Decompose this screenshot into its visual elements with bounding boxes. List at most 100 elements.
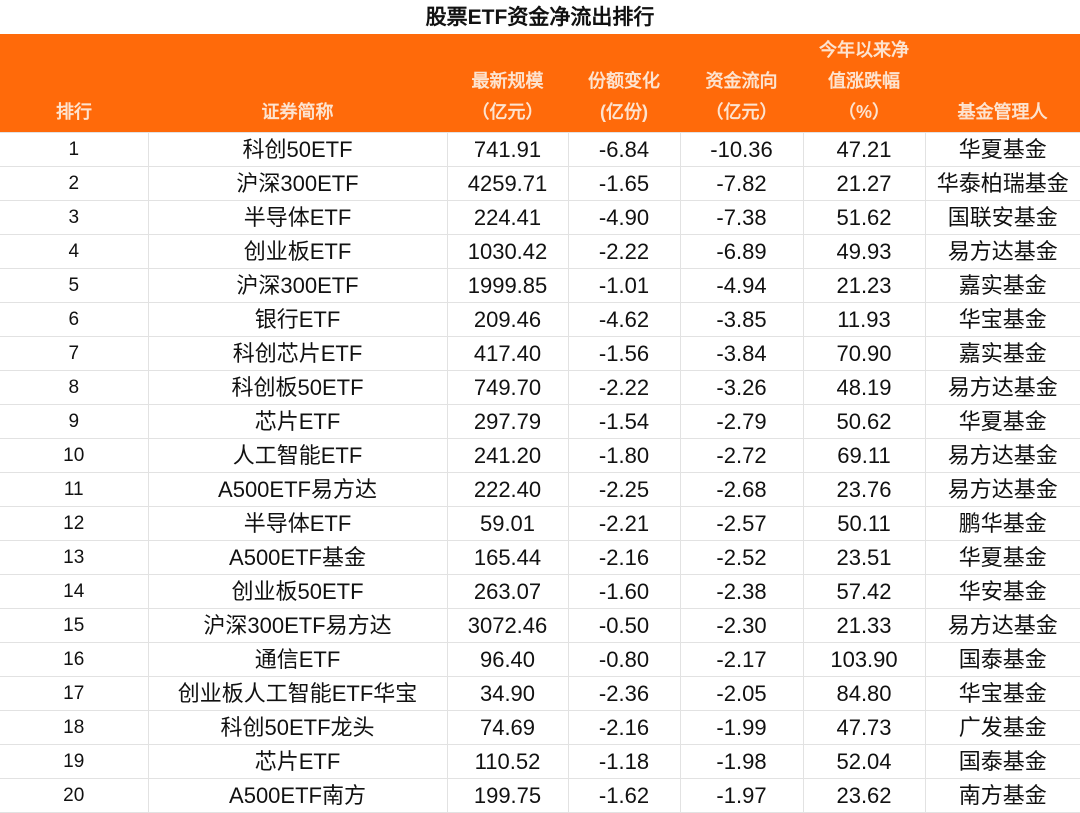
table-row: 14 创业板50ETF 263.07 -1.60 -2.38 57.42 华安基金 (0, 574, 1080, 609)
cell-ytd-return: 84.80 (802, 676, 926, 711)
cell-rank: 7 (0, 336, 149, 371)
column-header-fund-flow: 资金流向 （亿元） (680, 34, 803, 133)
cell-fund-manager: 南方基金 (924, 778, 1080, 813)
table-row: 15 沪深300ETF易方达 3072.46 -0.50 -2.30 21.33 易方达基金 (0, 608, 1080, 643)
cell-security-name: 通信ETF (147, 642, 448, 677)
cell-rank: 5 (0, 268, 149, 303)
cell-rank: 3 (0, 200, 149, 235)
cell-fund-manager: 易方达基金 (924, 234, 1080, 269)
column-header-rank: 排行 (0, 34, 148, 133)
cell-fund-flow: -2.72 (679, 438, 804, 473)
cell-share-change: -1.01 (567, 268, 681, 303)
cell-security-name: A500ETF易方达 (147, 472, 448, 507)
cell-latest-size: 96.40 (446, 642, 569, 677)
cell-share-change: -4.62 (567, 302, 681, 337)
table-row: 1 科创50ETF 741.91 -6.84 -10.36 47.21 华夏基金 (0, 132, 1080, 167)
column-header-line: 基金管理人 (957, 102, 1048, 122)
cell-latest-size: 3072.46 (446, 608, 569, 643)
cell-share-change: -1.18 (567, 744, 681, 779)
cell-ytd-return: 23.62 (802, 778, 926, 813)
cell-fund-flow: -2.57 (679, 506, 804, 541)
cell-rank: 8 (0, 370, 149, 405)
cell-fund-flow: -1.98 (679, 744, 804, 779)
cell-ytd-return: 21.27 (802, 166, 926, 201)
cell-fund-flow: -7.38 (679, 200, 804, 235)
table-title: 股票ETF资金净流出排行 (425, 6, 655, 29)
cell-fund-flow: -2.79 (679, 404, 804, 439)
cell-rank: 12 (0, 506, 149, 541)
cell-fund-manager: 华安基金 (924, 574, 1080, 609)
cell-security-name: 科创50ETF (147, 132, 448, 167)
cell-fund-manager: 国泰基金 (924, 642, 1080, 677)
cell-share-change: -0.80 (567, 642, 681, 677)
column-header-ytd-return: 今年以来净 值涨跌幅 （%） (803, 34, 925, 133)
cell-rank: 13 (0, 540, 149, 575)
cell-rank: 18 (0, 710, 149, 745)
column-header-line: （亿元） (471, 102, 544, 122)
cell-fund-manager: 华宝基金 (924, 676, 1080, 711)
cell-fund-flow: -1.97 (679, 778, 804, 813)
cell-share-change: -1.62 (567, 778, 681, 813)
table-row: 7 科创芯片ETF 417.40 -1.56 -3.84 70.90 嘉实基金 (0, 336, 1080, 371)
cell-fund-manager: 嘉实基金 (924, 336, 1080, 371)
cell-latest-size: 199.75 (446, 778, 569, 813)
cell-rank: 2 (0, 166, 149, 201)
cell-rank: 15 (0, 608, 149, 643)
table-row: 11 A500ETF易方达 222.40 -2.25 -2.68 23.76 易方达基金 (0, 472, 1080, 507)
cell-rank: 19 (0, 744, 149, 779)
cell-latest-size: 110.52 (446, 744, 569, 779)
header-row: 排行 证券简称 最新规模 （亿元） 份额变化 (亿份) 资金流向 （亿元） 今年以来净 值涨跌幅 （… (0, 34, 1080, 133)
cell-ytd-return: 23.76 (802, 472, 926, 507)
cell-rank: 4 (0, 234, 149, 269)
cell-fund-flow: -2.30 (679, 608, 804, 643)
cell-fund-manager: 华泰柏瑞基金 (924, 166, 1080, 201)
cell-share-change: -2.16 (567, 540, 681, 575)
cell-fund-flow: -2.05 (679, 676, 804, 711)
table-row: 4 创业板ETF 1030.42 -2.22 -6.89 49.93 易方达基金 (0, 234, 1080, 269)
cell-share-change: -2.36 (567, 676, 681, 711)
cell-fund-manager: 华宝基金 (924, 302, 1080, 337)
column-header-line: (亿份) (600, 102, 648, 122)
cell-latest-size: 165.44 (446, 540, 569, 575)
cell-fund-manager: 嘉实基金 (924, 268, 1080, 303)
cell-security-name: 创业板人工智能ETF华宝 (147, 676, 448, 711)
cell-fund-manager: 国泰基金 (924, 744, 1080, 779)
cell-rank: 1 (0, 132, 149, 167)
cell-latest-size: 34.90 (446, 676, 569, 711)
cell-share-change: -1.65 (567, 166, 681, 201)
cell-ytd-return: 48.19 (802, 370, 926, 405)
table-row: 6 银行ETF 209.46 -4.62 -3.85 11.93 华宝基金 (0, 302, 1080, 337)
table-row: 9 芯片ETF 297.79 -1.54 -2.79 50.62 华夏基金 (0, 404, 1080, 439)
cell-rank: 10 (0, 438, 149, 473)
cell-fund-flow: -3.26 (679, 370, 804, 405)
cell-security-name: 人工智能ETF (147, 438, 448, 473)
cell-ytd-return: 57.42 (802, 574, 926, 609)
cell-share-change: -2.25 (567, 472, 681, 507)
column-header-share-change: 份额变化 (亿份) (568, 34, 680, 133)
column-header-line: 排行 (56, 102, 92, 122)
column-header-line: 今年以来净 (819, 40, 909, 60)
cell-fund-manager: 华夏基金 (924, 132, 1080, 167)
cell-share-change: -2.22 (567, 370, 681, 405)
cell-ytd-return: 23.51 (802, 540, 926, 575)
table-row: 13 A500ETF基金 165.44 -2.16 -2.52 23.51 华夏基金 (0, 540, 1080, 575)
cell-rank: 9 (0, 404, 149, 439)
cell-fund-flow: -1.99 (679, 710, 804, 745)
cell-share-change: -1.60 (567, 574, 681, 609)
column-header-fund-manager: 基金管理人 (925, 34, 1080, 133)
cell-share-change: -2.22 (567, 234, 681, 269)
cell-security-name: 沪深300ETF (147, 166, 448, 201)
cell-fund-flow: -2.17 (679, 642, 804, 677)
table-row: 20 A500ETF南方 199.75 -1.62 -1.97 23.62 南方基金 (0, 778, 1080, 813)
cell-fund-flow: -3.85 (679, 302, 804, 337)
cell-security-name: 科创50ETF龙头 (147, 710, 448, 745)
column-header-line: 最新规模 (471, 71, 544, 91)
cell-fund-manager: 易方达基金 (924, 370, 1080, 405)
column-header-line: 资金流向 (705, 71, 778, 91)
cell-latest-size: 241.20 (446, 438, 569, 473)
cell-latest-size: 749.70 (446, 370, 569, 405)
cell-ytd-return: 21.23 (802, 268, 926, 303)
table-row: 17 创业板人工智能ETF华宝 34.90 -2.36 -2.05 84.80 华宝基金 (0, 676, 1080, 711)
cell-fund-manager: 华夏基金 (924, 404, 1080, 439)
cell-ytd-return: 47.73 (802, 710, 926, 745)
